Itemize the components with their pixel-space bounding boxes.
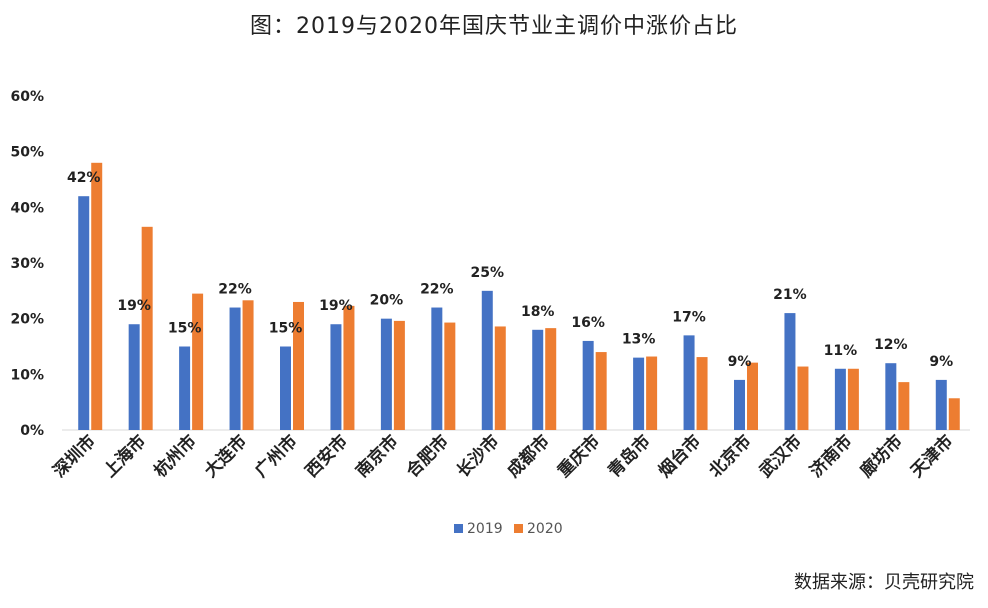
bar-2019 (179, 346, 191, 430)
legend-swatch-2020 (514, 524, 523, 533)
bar-2020 (192, 293, 204, 430)
bar-2019 (78, 196, 90, 430)
y-tick-label: 20% (10, 312, 44, 328)
category-labels: 深圳市 上海市 杭州市 大连市 广州市 西安市 南京市 合肥市 长沙市 成都市 重庆市 青岛市 烟台市北… (49, 431, 957, 482)
data-label: 18% (521, 304, 555, 320)
y-tick-label: 10% (10, 367, 44, 383)
category-label: 成都市 (503, 431, 554, 482)
data-label: 13% (622, 332, 656, 348)
bar-2020 (494, 326, 506, 430)
bar-2020 (91, 162, 103, 431)
category-label: 大连市 (200, 431, 251, 482)
category-label: 深圳市 (49, 431, 100, 482)
category-label: 广州市 (251, 431, 302, 482)
bar-2019 (532, 329, 544, 430)
data-label: 42% (67, 170, 101, 186)
y-tick-label: 40% (10, 200, 44, 216)
bar-2019 (229, 307, 241, 430)
bar-2020 (343, 305, 355, 430)
bar-2019 (431, 307, 443, 430)
data-label: 15% (168, 321, 202, 337)
bar-2019 (330, 324, 342, 430)
bar-2019 (935, 379, 947, 430)
category-label: 天津市 (906, 431, 957, 482)
bar-2019 (582, 340, 594, 430)
category-label: 重庆市 (553, 431, 604, 482)
category-label: 杭州市 (150, 431, 201, 482)
data-label: 19% (319, 298, 353, 314)
category-label: 青岛市 (604, 431, 655, 482)
category-label: 烟台市 (654, 431, 705, 482)
y-tick-label: 50% (10, 145, 44, 161)
chart-title: 图：2019与2020年国庆节业主调价中涨价占比 (250, 14, 738, 39)
y-tick-label: 0% (20, 423, 44, 439)
legend-label-2020: 2020 (527, 521, 563, 537)
legend-label-2019: 2019 (467, 521, 503, 537)
data-label: 15% (269, 321, 303, 337)
bar-2019 (885, 363, 897, 430)
category-label: 合肥市 (402, 431, 453, 482)
legend: 2019 2020 (454, 521, 563, 537)
bar-2020 (444, 322, 456, 430)
bar-2020 (948, 398, 960, 430)
category-label: 上海市 (99, 431, 150, 482)
source-note: 数据来源：贝壳研究院 (794, 572, 974, 593)
bar-2019 (633, 357, 645, 430)
category-label: 北京市 (705, 431, 756, 482)
category-label: 长沙市 (452, 431, 503, 482)
category-label: 南京市 (352, 431, 403, 482)
bar-2020 (696, 357, 708, 430)
category-label: 武汉市 (755, 431, 806, 482)
data-label: 22% (420, 282, 454, 298)
data-labels: 42% 19% 15% 22% 15% 19% 20% 22% 25% 18% 16% 13% 17% 9… (67, 170, 953, 370)
data-label: 12% (874, 337, 908, 353)
y-tick-label: 30% (10, 256, 44, 272)
data-label: 21% (773, 287, 807, 303)
data-label: 19% (117, 298, 151, 314)
category-label: 济南市 (806, 431, 857, 482)
legend-swatch-2019 (454, 524, 463, 533)
data-label: 20% (370, 293, 404, 309)
data-label: 17% (672, 309, 706, 325)
bar-2020 (595, 352, 607, 430)
y-axis: 0% 10% 20% 30% 40% 50% 60% (10, 89, 44, 439)
bars (78, 162, 960, 431)
data-label: 11% (824, 343, 858, 359)
category-label: 西安市 (301, 431, 352, 482)
bar-2020 (545, 328, 557, 430)
bar-2020 (393, 320, 405, 430)
bar-2020 (646, 356, 658, 430)
data-label: 25% (471, 265, 505, 281)
bar-2019 (683, 335, 695, 430)
bar-2020 (141, 226, 153, 430)
bar-2019 (280, 346, 291, 430)
bar-2020 (242, 300, 254, 430)
bar-2020 (847, 368, 859, 430)
bar-2019 (380, 318, 392, 430)
bar-2020 (747, 362, 758, 430)
y-tick-label: 60% (10, 89, 44, 105)
category-label: 廊坊市 (856, 431, 907, 482)
data-label: 22% (218, 282, 252, 298)
bar-2019 (734, 379, 745, 430)
bar-2020 (797, 366, 809, 430)
data-label: 16% (571, 315, 605, 331)
bar-2020 (898, 382, 910, 430)
bar-2019 (834, 368, 846, 430)
bar-2019 (784, 313, 796, 430)
data-label: 9% (728, 354, 752, 370)
bar-2019 (128, 324, 140, 430)
bar-2019 (481, 290, 493, 430)
bar-2020 (293, 301, 304, 430)
data-label: 9% (929, 354, 953, 370)
